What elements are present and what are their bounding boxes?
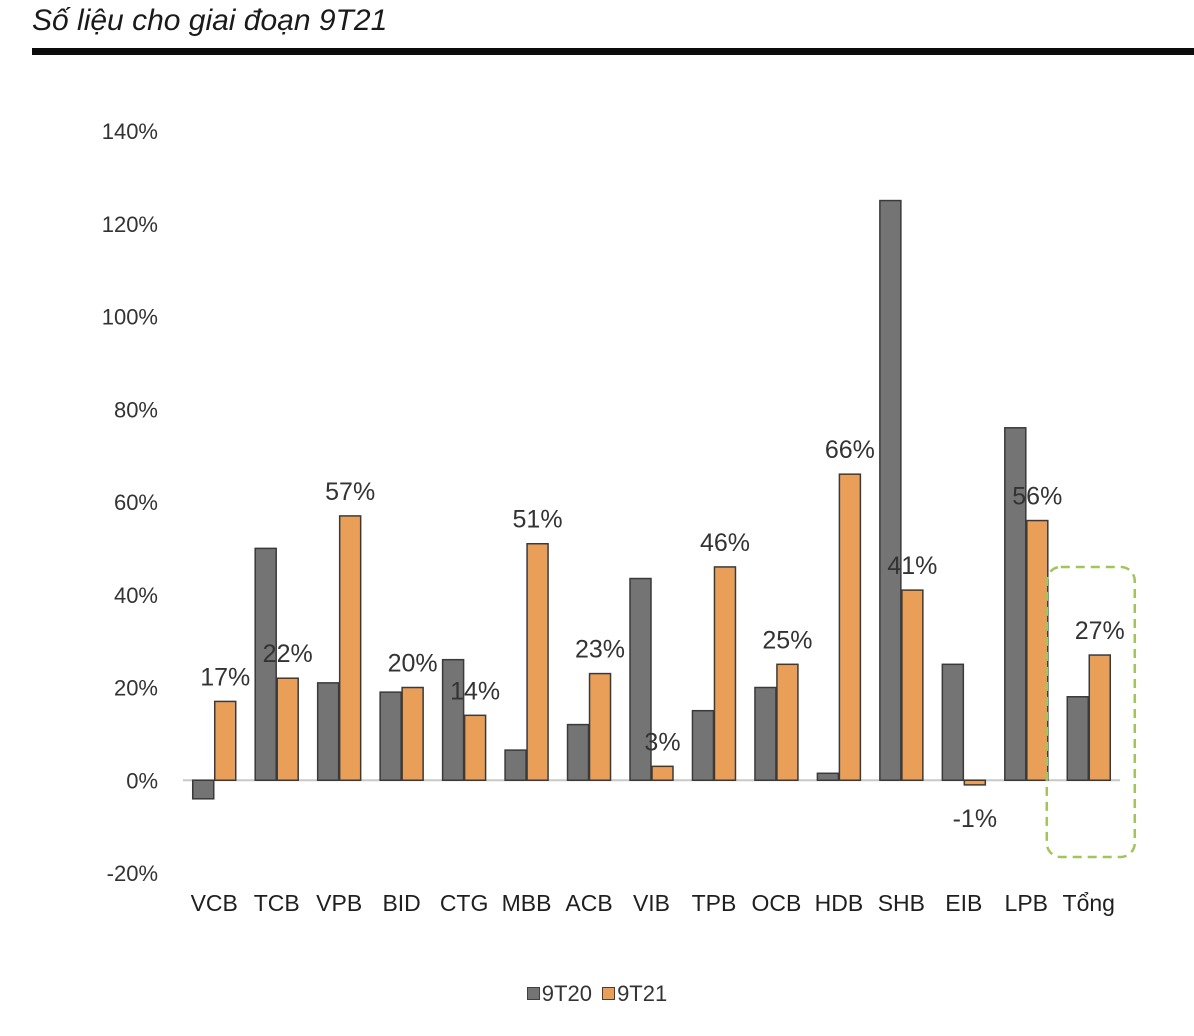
bar-9t21-acb [588, 672, 612, 782]
x-tick-label: ACB [565, 890, 612, 916]
bar-9t20-mbb [504, 749, 527, 782]
data-label-9t21-bid: 20% [388, 650, 438, 678]
bar-9t20-vcb [191, 779, 215, 800]
y-tick-label: 140% [102, 119, 158, 144]
y-tick-label: 20% [114, 676, 158, 701]
y-tick-label: 0% [126, 768, 158, 793]
bar-9t21-lpb [1026, 519, 1049, 781]
bar-9t20-tổng [1066, 696, 1090, 782]
bar-9t20-acb [566, 723, 590, 781]
bar-9t20-lpb [1004, 427, 1027, 781]
x-tick-label: LPB [1005, 890, 1048, 916]
y-tick-label: 100% [102, 305, 158, 330]
bar-9t20-ctg [441, 658, 465, 781]
page-heading: Số liệu cho giai đoạn 9T21 [32, 4, 388, 37]
bar-9t20-tpb [691, 709, 715, 781]
y-tick-label: 120% [102, 212, 158, 237]
data-label-9t21-shb: 41% [887, 552, 937, 580]
data-label-9t21-acb: 23% [575, 636, 625, 664]
highlight-box-total [1045, 565, 1137, 859]
legend-label-9t20: 9T20 [541, 981, 592, 1006]
y-tick-label: 40% [114, 583, 158, 608]
x-tick-label: VPB [316, 890, 362, 916]
bar-9t21-vib [651, 765, 674, 782]
y-tick-label: -20% [107, 861, 158, 886]
bar-9t20-vpb [316, 682, 340, 781]
y-tick-label: 60% [114, 490, 158, 515]
legend-swatch-9t21 [602, 987, 616, 1000]
bar-9t21-tổng [1088, 654, 1112, 781]
legend-item-9t20: 9T20 [526, 981, 592, 1007]
bar-9t21-ctg [463, 714, 487, 782]
legend-item-9t21: 9T21 [602, 981, 667, 1007]
bar-9t21-hdb [838, 473, 862, 781]
data-label-9t21-tpb: 46% [700, 529, 750, 557]
x-tick-label: TPB [692, 890, 737, 916]
data-label-9t21-mbb: 51% [513, 506, 563, 534]
x-tick-label: Tổng [1063, 890, 1115, 916]
data-label-9t21-vcb: 17% [200, 663, 250, 691]
chart-legend: 9T20 9T21 [0, 981, 1194, 1007]
legend-label-9t21: 9T21 [617, 981, 668, 1006]
legend-swatch-9t20 [526, 987, 540, 1000]
bar-9t21-vpb [338, 515, 362, 781]
bar-9t21-eib [963, 779, 987, 786]
x-tick-label: VCB [191, 890, 238, 916]
bar-9t20-shb [879, 199, 902, 781]
bar-9t20-eib [941, 663, 965, 781]
bar-9t21-bid [401, 686, 424, 781]
x-tick-label: EIB [945, 890, 982, 916]
bar-9t20-ocb [754, 686, 777, 781]
x-tick-label: CTG [440, 890, 489, 916]
bar-9t21-shb [901, 589, 924, 781]
x-tick-label: TCB [254, 890, 300, 916]
bar-9t21-mbb [526, 542, 549, 781]
x-tick-label: MBB [502, 890, 552, 916]
x-tick-label: VIB [633, 890, 670, 916]
x-tick-label: BID [382, 890, 420, 916]
data-label-9t21-tcb: 22% [263, 640, 313, 668]
bar-9t20-bid [379, 691, 402, 782]
bar-9t21-tcb [276, 677, 299, 781]
bar-9t21-tpb [713, 566, 737, 781]
data-label-9t21-ctg: 14% [450, 677, 500, 705]
data-label-9t21-vib: 3% [644, 728, 680, 756]
data-label-9t21-lpb: 56% [1012, 483, 1062, 511]
x-tick-label: HDB [815, 890, 864, 916]
bar-9t21-ocb [776, 663, 799, 781]
y-tick-label: 80% [114, 397, 158, 422]
x-tick-label: SHB [878, 890, 925, 916]
data-label-9t21-tổng: 27% [1075, 617, 1125, 645]
bar-9t20-tcb [254, 547, 277, 781]
x-tick-label: OCB [752, 890, 802, 916]
bar-9t20-vib [629, 577, 652, 781]
data-label-9t21-vpb: 57% [325, 478, 375, 506]
data-label-9t21-eib: -1% [953, 805, 997, 833]
data-label-9t21-hdb: 66% [825, 436, 875, 464]
data-label-9t21-ocb: 25% [762, 626, 812, 654]
bar-9t21-vcb [213, 700, 237, 781]
heading-rule [32, 48, 1194, 55]
bar-9t20-hdb [816, 772, 840, 782]
